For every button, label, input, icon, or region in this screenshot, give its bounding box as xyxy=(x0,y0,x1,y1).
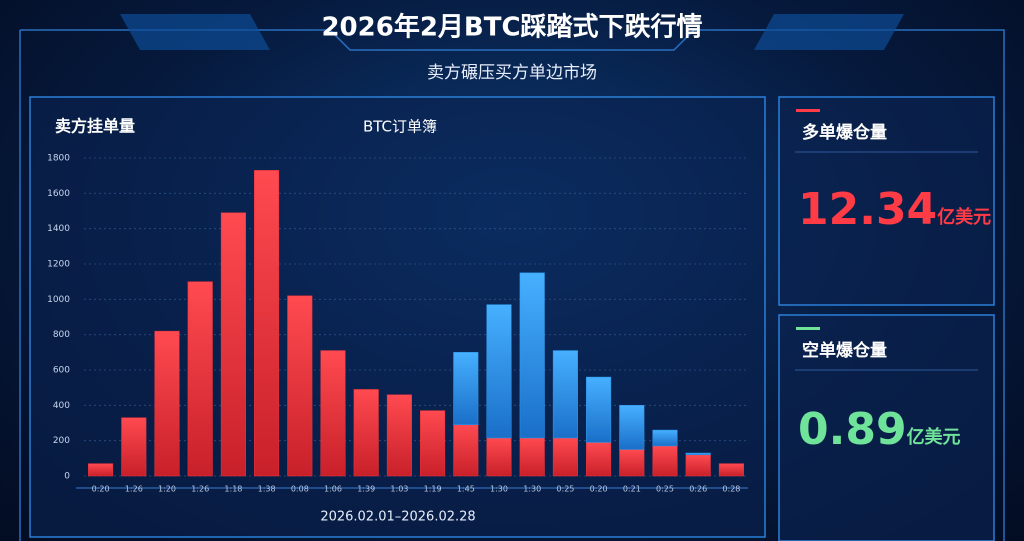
x-tick-label: 1:38 xyxy=(258,485,276,494)
bar xyxy=(552,437,578,477)
bar xyxy=(386,394,412,477)
x-tick-label: 1:19 xyxy=(424,485,442,494)
bar xyxy=(619,449,645,477)
x-tick-label: 1:39 xyxy=(357,485,375,494)
bar xyxy=(220,212,246,477)
stat-label: 空单爆仓量 xyxy=(802,340,887,361)
y-tick-label: 200 xyxy=(53,436,70,446)
x-tick-label: 1:18 xyxy=(224,485,242,494)
bar xyxy=(453,424,479,477)
plot: 0 200 400 600 800 1000 1200 1400 1600 1800 0:20 1:2… xyxy=(47,154,748,494)
bar xyxy=(718,463,744,477)
bar xyxy=(453,352,479,426)
bar xyxy=(552,350,578,439)
header-deco xyxy=(120,14,904,50)
y-tick-label: 1000 xyxy=(47,295,70,305)
frame xyxy=(19,29,1005,541)
bar xyxy=(88,463,114,477)
stat-card xyxy=(778,96,995,306)
bar xyxy=(353,389,379,477)
x-tick-label: 1:03 xyxy=(390,485,408,494)
bar xyxy=(586,376,612,443)
bar xyxy=(320,350,346,477)
bar xyxy=(154,330,180,477)
x-tick-label: 0:25 xyxy=(556,485,574,494)
x-tick-label: 1:26 xyxy=(125,485,143,494)
y-tick-label: 0 xyxy=(64,472,70,482)
bar xyxy=(519,437,545,477)
stat-value: 0.89亿美元 xyxy=(798,404,961,455)
bar xyxy=(486,437,512,477)
y-tick-label: 400 xyxy=(53,401,70,411)
x-tick-label: 0:20 xyxy=(590,485,608,494)
stat-value: 12.34亿美元 xyxy=(798,184,991,235)
panel-label: 卖方挂单量 xyxy=(55,117,135,136)
x-tick-label: 0:28 xyxy=(722,485,740,494)
x-tick-label: 1:30 xyxy=(490,485,508,494)
card-accent xyxy=(796,109,820,112)
stat-unit: 亿美元 xyxy=(907,426,961,448)
bar xyxy=(586,442,612,477)
page-subtitle: 卖方碾压买方单边市场 xyxy=(427,63,597,83)
x-tick-label: 0:25 xyxy=(656,485,674,494)
x-tick-label: 1:45 xyxy=(457,485,475,494)
bar xyxy=(254,170,280,477)
y-tick-label: 1200 xyxy=(47,260,70,270)
x-tick-label: 1:06 xyxy=(324,485,342,494)
x-tick-label: 0:21 xyxy=(623,485,641,494)
chart-title: BTC订单簿 xyxy=(363,118,437,136)
x-tick-label: 0:08 xyxy=(291,485,309,494)
stat-card xyxy=(778,314,995,541)
bar xyxy=(652,429,678,447)
y-tick-label: 1800 xyxy=(47,154,70,164)
bar xyxy=(685,452,711,456)
bar xyxy=(652,445,678,477)
card-accent xyxy=(796,327,820,330)
bar xyxy=(121,417,147,477)
stat-unit: 亿美元 xyxy=(937,206,991,228)
bar xyxy=(619,405,645,450)
x-tick-label: 1:20 xyxy=(158,485,176,494)
bar xyxy=(685,454,711,477)
bar xyxy=(519,272,545,439)
x-tick-label: 0:26 xyxy=(689,485,707,494)
y-tick-label: 800 xyxy=(53,330,70,340)
stat-label: 多单爆仓量 xyxy=(802,122,887,143)
page-title: 2026年2月BTC踩踏式下跌行情 xyxy=(321,12,702,43)
bar xyxy=(486,304,512,439)
x-axis-title: 2026.02.01–2026.02.28 xyxy=(320,510,475,525)
x-tick-label: 1:26 xyxy=(191,485,209,494)
y-tick-label: 1600 xyxy=(47,189,70,199)
bar xyxy=(420,410,446,477)
stat-number: 12.34 xyxy=(798,184,937,235)
x-tick-label: 0:20 xyxy=(92,485,110,494)
bar xyxy=(287,295,313,477)
y-tick-label: 600 xyxy=(53,366,70,376)
x-tick-label: 1:30 xyxy=(523,485,541,494)
stat-number: 0.89 xyxy=(798,404,907,455)
bar xyxy=(187,281,213,477)
y-tick-label: 1400 xyxy=(47,224,70,234)
